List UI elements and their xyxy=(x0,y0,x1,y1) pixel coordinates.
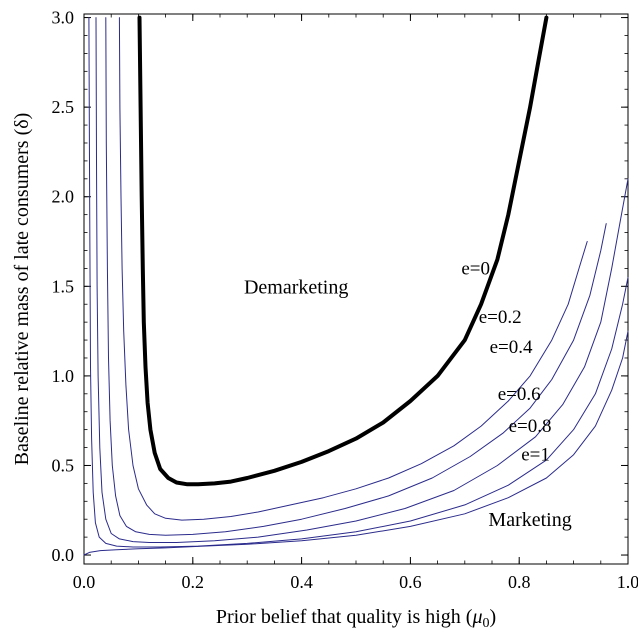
x-axis-label-symbol: μ xyxy=(471,606,482,628)
x-tick-label: 0.0 xyxy=(73,572,96,592)
x-tick-label: 1.0 xyxy=(617,572,638,592)
x-tick-label: 0.8 xyxy=(508,572,531,592)
series-label: e=0.4 xyxy=(490,337,533,358)
y-axis-label: Baseline relative mass of late consumers… xyxy=(11,113,33,466)
series-label: e=1 xyxy=(521,445,550,466)
series-label: e=0.6 xyxy=(498,384,541,405)
curves xyxy=(83,15,629,556)
x-axis-label-subscript: 0 xyxy=(483,616,490,631)
y-tick-label: 1.0 xyxy=(52,366,75,386)
region-label: Demarketing xyxy=(244,276,348,298)
region-label: Marketing xyxy=(488,509,571,531)
series-line-e-1 xyxy=(83,330,629,556)
y-tick-label: 0.0 xyxy=(52,545,75,565)
series-label: e=0.8 xyxy=(509,416,552,437)
y-tick-label: 3.0 xyxy=(52,8,75,28)
plot-frame xyxy=(83,13,629,565)
x-tick-label: 0.4 xyxy=(290,572,313,592)
x-tick-label: 0.2 xyxy=(182,572,205,592)
x-tick-label: 0.6 xyxy=(399,572,422,592)
x-axis-label-close: ) xyxy=(490,606,497,628)
x-axis-label: Prior belief that quality is high (μ0) xyxy=(216,606,496,631)
y-tick-label: 2.5 xyxy=(52,97,75,117)
y-tick-label: 2.0 xyxy=(52,187,75,207)
series-line-e-0-2 xyxy=(118,17,588,521)
labels: e=0 e=0.2 e=0.4 e=0.6 e=0.8 e=1 Demarketing Mar… xyxy=(244,258,572,531)
x-axis-label-text: Prior belief that quality is high ( xyxy=(216,606,473,628)
y-tick-label: 1.5 xyxy=(52,276,75,296)
series-label: e=0.2 xyxy=(479,307,522,328)
ticks: 0.0 0.2 0.4 0.6 0.8 1.0 0.0 0.5 1.0 1.5 2.0 2.5 3.0 xyxy=(52,8,638,592)
series-line-e-0-4 xyxy=(105,17,607,536)
series-label: e=0 xyxy=(461,258,490,279)
y-tick-label: 0.5 xyxy=(52,455,75,475)
series-line-e-0-8 xyxy=(88,17,629,548)
series-line-e-0-6 xyxy=(95,17,629,543)
series-line-e-0 xyxy=(137,15,549,487)
